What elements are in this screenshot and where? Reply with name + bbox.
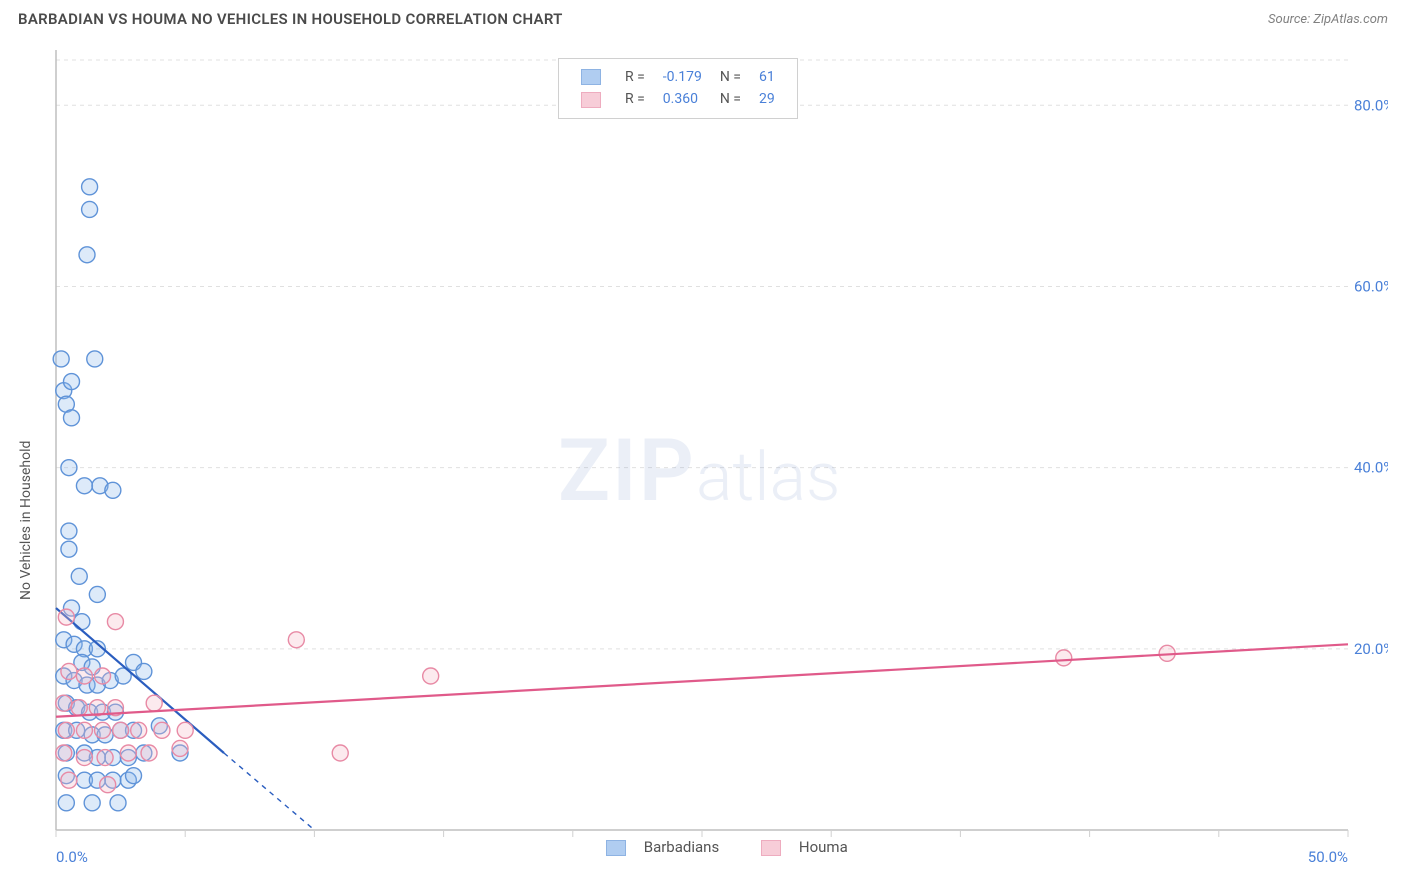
chart-title: BARBADIAN VS HOUMA NO VEHICLES IN HOUSEH… [18, 10, 563, 28]
svg-text:20.0%: 20.0% [1354, 640, 1388, 658]
source-label: Source: ZipAtlas.com [1268, 12, 1388, 27]
svg-text:0.0%: 0.0% [56, 848, 88, 866]
svg-text:80.0%: 80.0% [1354, 96, 1388, 114]
series-legend: Barbadians Houma [578, 838, 862, 856]
svg-text:40.0%: 40.0% [1354, 459, 1388, 477]
svg-text:50.0%: 50.0% [1308, 848, 1348, 866]
legend-row: R =0.360N =29 [573, 89, 783, 109]
y-axis-label: No Vehicles in Household [18, 441, 34, 600]
scatter-chart: 0.0% 50.0% 20.0% 40.0% 60.0% 80.0% [18, 40, 1388, 880]
correlation-legend: R =-0.179N =61R =0.360N =29 [558, 58, 798, 119]
legend-item: Barbadians [592, 838, 719, 856]
svg-text:60.0%: 60.0% [1354, 277, 1388, 295]
legend-item: Houma [747, 838, 848, 856]
legend-row: R =-0.179N =61 [573, 67, 783, 87]
chart-container: No Vehicles in Household 0.0% 50.0% 20.0% 4… [18, 40, 1388, 880]
